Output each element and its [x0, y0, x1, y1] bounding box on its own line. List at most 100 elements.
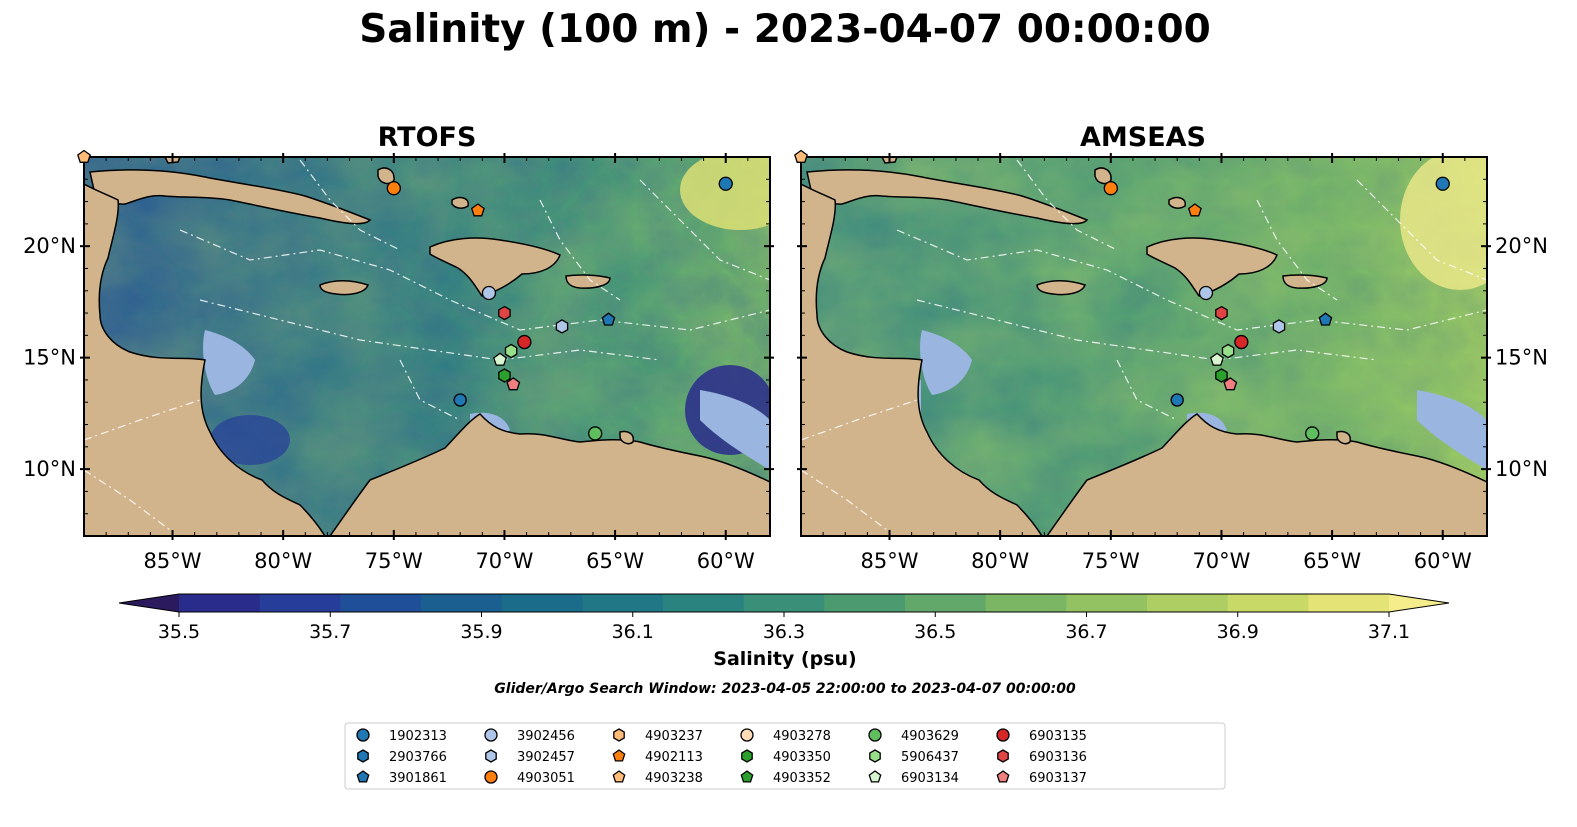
legend-item-3902457: 3902457 [485, 749, 575, 765]
float-marker-4903350-rtofs [498, 368, 511, 383]
colorbar-block [259, 594, 341, 612]
legend-label: 4903629 [901, 729, 959, 744]
legend-marker-3902457 [485, 749, 497, 763]
y-tick-label: 10°N [1495, 457, 1548, 481]
legend-item-5906437: 5906437 [869, 749, 959, 765]
legend-marker-4903350 [741, 749, 753, 763]
legend-item-4903278: 4903278 [740, 728, 831, 744]
colorbar-ticks: 35.5 35.7 35.9 36.1 36.3 36.5 36.7 36.9 37.1 [158, 612, 1410, 643]
colorbar-block [1227, 594, 1309, 612]
legend-marker-4903629 [868, 728, 882, 742]
float-marker-4903238-rtofs [77, 149, 91, 163]
x-tick-label: 80°W [971, 549, 1029, 573]
legend-marker-6903136 [997, 749, 1009, 763]
legend-label: 6903137 [1029, 771, 1087, 786]
float-marker-extra-amseas [1170, 393, 1184, 407]
float-marker-1902313-amseas [1435, 176, 1450, 191]
legend-marker-6903135 [996, 728, 1010, 742]
legend-item-4903238: 4903238 [612, 770, 703, 786]
x-tick-label: 65°W [1303, 549, 1361, 573]
colorbar-tick-label: 37.1 [1368, 621, 1410, 643]
eez-boundaries-amseas [801, 159, 1487, 531]
x-tick-label: 80°W [254, 549, 312, 573]
legend-item-6903134: 6903134 [868, 770, 959, 786]
float-marker-6903136-amseas [1215, 305, 1228, 321]
float-marker-6903137-rtofs [506, 377, 521, 391]
legend-marker-5906437 [869, 749, 881, 763]
legend-label: 3902457 [517, 750, 575, 765]
legend-label: 6903134 [901, 771, 959, 786]
legend-label: 1902313 [389, 729, 447, 744]
legend-label: 4903238 [645, 771, 703, 786]
legend-marker-4903278 [740, 728, 754, 742]
float-marker-4902113-amseas [1187, 203, 1202, 217]
legend-label: 4903352 [773, 771, 831, 786]
legend-item-4903352: 4903352 [740, 770, 831, 786]
colorbar-tick-label: 36.1 [612, 621, 654, 643]
legend-item-3902456: 3902456 [484, 728, 575, 744]
x-tick-label: 60°W [1414, 549, 1472, 573]
x-tick-label: 75°W [1082, 549, 1140, 573]
colorbar-label: Salinity (psu) [713, 648, 856, 670]
legend-item-2903766: 2903766 [357, 749, 447, 765]
y-tick-label: 15°N [1495, 346, 1548, 370]
y-tick-label: 15°N [23, 346, 76, 370]
colorbar-block [1066, 594, 1148, 612]
legend-item-4903629: 4903629 [868, 728, 959, 744]
colorbar-tick-label: 35.9 [460, 621, 502, 643]
float-marker-4903629-amseas [1305, 426, 1320, 441]
legend-item-4903350: 4903350 [741, 749, 831, 765]
legend-label: 2903766 [389, 750, 447, 765]
legend-label: 4902113 [645, 750, 703, 765]
legend-item-4903237: 4903237 [613, 728, 703, 744]
search-window-text: Glider/Argo Search Window: 2023-04-05 22… [494, 681, 1076, 697]
y-tick-label: 20°N [23, 234, 76, 258]
legend-marker-3901861 [356, 770, 370, 783]
y-tick-label: 10°N [23, 457, 76, 481]
float-marker-3902457-amseas [1272, 319, 1286, 334]
colorbar: 35.5 35.7 35.9 36.1 36.3 36.5 36.7 36.9 37.1 Sal… [118, 593, 1450, 670]
legend-label: 4903350 [773, 750, 831, 765]
legend-marker-4903238 [612, 770, 626, 783]
high-salinity-atlantic [680, 157, 770, 230]
map-frame-rtofs [83, 156, 771, 537]
axis-ticks-rtofs: 85°W 80°W 75°W 70°W 65°W 60°W 20°N 15°N 10°N [23, 153, 774, 573]
float-markers-rtofs [77, 149, 733, 441]
x-tick-label: 65°W [586, 549, 644, 573]
colorbar-block [340, 594, 422, 612]
y-tick-label: 20°N [1495, 234, 1548, 258]
float-marker-6903137-amseas [1223, 377, 1238, 391]
legend-marker-1902313 [356, 728, 370, 742]
colorbar-extend-low [119, 594, 179, 612]
legend-label: 6903136 [1029, 750, 1087, 765]
float-marker-4903051-amseas [1103, 181, 1118, 196]
legend-marker-4903051 [484, 770, 498, 784]
colorbar-tick-label: 36.9 [1217, 621, 1259, 643]
legend-item-3901861: 3901861 [356, 770, 447, 786]
legend-marker-6903137 [996, 770, 1010, 783]
colorbar-block [824, 594, 906, 612]
float-marker-3902457-rtofs [555, 319, 569, 334]
float-marker-6903135-amseas [1234, 334, 1249, 350]
panel-amseas: AMSEAS 8 [794, 122, 1548, 573]
colorbar-tick-label: 36.3 [763, 621, 805, 643]
legend-item-1902313: 1902313 [356, 728, 447, 744]
colorbar-block [421, 594, 503, 612]
float-marker-5906437-rtofs [504, 343, 518, 359]
map-frame-amseas [800, 156, 1488, 537]
float-marker-4903238-amseas [794, 149, 808, 163]
x-tick-label: 70°W [475, 549, 533, 573]
x-tick-label: 70°W [1192, 549, 1250, 573]
x-tick-label: 85°W [861, 549, 919, 573]
colorbar-block [582, 594, 664, 612]
panel-rtofs: RTOFS 85°W 8 [23, 122, 774, 573]
float-marker-extra-rtofs [453, 393, 467, 407]
colorbar-block [1308, 594, 1390, 612]
float-markers-amseas [794, 149, 1450, 441]
low-salinity-nicaragua [210, 415, 290, 465]
float-marker-4903051-rtofs [386, 181, 401, 196]
panel-title-amseas: AMSEAS [1080, 122, 1206, 153]
legend-item-4903051: 4903051 [484, 770, 575, 786]
figure-title: Salinity (100 m) - 2023-04-07 00:00:00 [359, 7, 1211, 52]
